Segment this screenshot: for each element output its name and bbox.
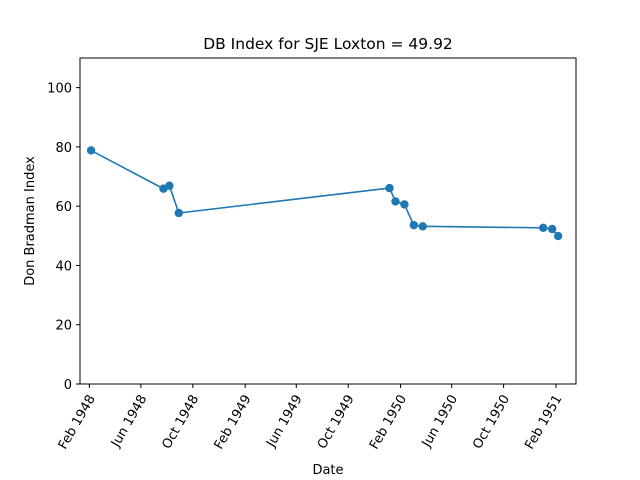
y-axis: 0 20 40 60 80 100 bbox=[47, 82, 80, 393]
x-tick-label: Feb 1948 bbox=[56, 393, 99, 453]
y-axis-title: Don Bradman Index bbox=[23, 156, 38, 286]
plot-frame bbox=[79, 57, 577, 385]
data-point bbox=[385, 183, 394, 193]
data-point bbox=[174, 208, 183, 218]
data-point bbox=[86, 146, 96, 155]
x-tick-label: Oct 1950 bbox=[470, 393, 513, 452]
x-tick-label: Jun 1948 bbox=[108, 393, 150, 451]
x-axis-title: Date bbox=[312, 463, 343, 478]
x-tick-label: Feb 1951 bbox=[522, 393, 565, 453]
x-tick-label: Feb 1950 bbox=[367, 393, 410, 453]
x-axis: Feb 1948 Jun 1948 Oct 1948 Feb 1949 Jun 1949… bbox=[56, 384, 565, 453]
data-point bbox=[547, 224, 557, 234]
data-point bbox=[553, 231, 563, 241]
data-point bbox=[409, 220, 418, 230]
x-tick-label: Oct 1949 bbox=[315, 393, 358, 452]
series-line bbox=[90, 149, 559, 237]
y-tick-label: 40 bbox=[55, 259, 72, 274]
y-tick-label: 100 bbox=[47, 82, 72, 97]
data-point bbox=[400, 200, 409, 209]
y-tick-label: 20 bbox=[55, 319, 72, 334]
y-tick-label: 60 bbox=[55, 200, 72, 215]
x-tick-label: Feb 1949 bbox=[212, 393, 255, 453]
x-tick-label: Jun 1950 bbox=[419, 392, 461, 450]
data-point bbox=[391, 197, 400, 206]
chart-title: DB Index for SJE Loxton = 49.92 bbox=[203, 35, 453, 53]
x-tick-label: Jun 1949 bbox=[263, 393, 305, 451]
plot-area bbox=[86, 146, 563, 241]
x-tick-label: Oct 1948 bbox=[159, 393, 202, 452]
data-point bbox=[539, 223, 548, 233]
y-tick-label: 80 bbox=[55, 141, 72, 156]
y-tick-label: 0 bbox=[64, 378, 72, 393]
data-point bbox=[418, 222, 427, 231]
data-point bbox=[165, 181, 174, 190]
